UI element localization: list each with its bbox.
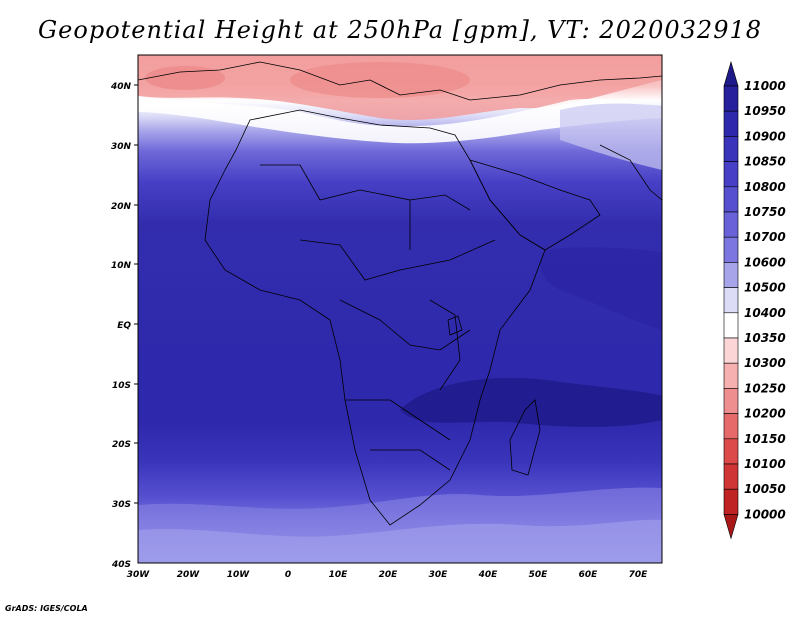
lon-label: 60E [579, 570, 599, 580]
lat-label: 40S [111, 560, 131, 570]
colorbar-label: 10900 [744, 129, 786, 143]
colorbar-label: 10600 [744, 255, 786, 269]
colorbar-box [723, 337, 739, 364]
colorbar-box [723, 161, 739, 188]
height-field [138, 55, 662, 563]
lat-label: 20S [112, 440, 131, 450]
lon-label: 10E [329, 570, 349, 580]
colorbar-box [723, 312, 739, 339]
lon-label: 20E [379, 570, 399, 580]
lat-label: EQ [117, 321, 131, 331]
colorbar-bottom-arrow [723, 514, 739, 540]
colorbar-label: 10200 [744, 407, 786, 421]
colorbar-box [723, 186, 739, 213]
colorbar-box [723, 488, 739, 515]
lat-label: 40N [110, 82, 132, 92]
colorbar-box [723, 388, 739, 414]
lat-label: 30N [111, 142, 132, 152]
colorbar-label: 10000 [744, 507, 786, 521]
map-title: Geopotential Height at 250hPa [gpm], VT:… [38, 16, 762, 44]
colorbar-label: 10050 [744, 482, 786, 496]
colorbar-box [723, 362, 739, 389]
colorbar: 11000 10950 10900 10850 10800 10750 10700 10600… [723, 60, 786, 540]
colorbar-box [723, 463, 739, 490]
lon-label: 30E [429, 570, 449, 580]
lat-label: 10S [112, 381, 131, 391]
coastlines [138, 61, 662, 526]
colorbar-label: 10150 [744, 432, 786, 446]
lon-label: 20W [177, 570, 201, 580]
lat-label: 30S [112, 500, 131, 510]
lon-label: 30W [127, 570, 151, 580]
colorbar-box [723, 136, 739, 162]
colorbar-label: 10500 [744, 281, 786, 295]
colorbar-label: 10250 [744, 381, 786, 395]
lat-axis: 40N 30N 20N 10N EQ 10S 20S 30S 40S [110, 82, 138, 570]
map-frame [137, 54, 663, 564]
colorbar-label: 10700 [744, 230, 786, 244]
colorbar-label: 10100 [744, 457, 786, 471]
colorbar-label: 10950 [744, 104, 786, 118]
colorbar-label: 10800 [744, 180, 786, 194]
lon-axis: 30W 20W 10W 0 10E 20E 30E 40E 50E 60E 70… [127, 570, 648, 580]
colorbar-box [723, 110, 739, 137]
lon-label: 70E [629, 570, 649, 580]
lon-label: 10W [227, 570, 251, 580]
lon-label: 50E [529, 570, 549, 580]
colorbar-box [723, 236, 739, 263]
grads-credit: GrADS: IGES/COLA [5, 604, 88, 613]
lat-label: 20N [111, 202, 132, 212]
colorbar-box [723, 262, 739, 288]
colorbar-box [723, 211, 739, 238]
lat-label: 10N [111, 261, 132, 271]
lon-label: 40E [478, 570, 499, 580]
lon-label: 0 [285, 570, 291, 580]
colorbar-label: 10350 [744, 331, 786, 345]
colorbar-box [723, 287, 739, 314]
colorbar-box [723, 85, 739, 112]
colorbar-label: 10850 [744, 155, 786, 169]
colorbar-label: 10400 [744, 306, 786, 320]
colorbar-box [723, 413, 739, 440]
colorbar-label: 10750 [744, 205, 786, 219]
colorbar-label: 10300 [744, 356, 786, 370]
colorbar-top-arrow [723, 60, 739, 87]
colorbar-label: 11000 [744, 79, 786, 93]
colorbar-box [723, 438, 739, 465]
